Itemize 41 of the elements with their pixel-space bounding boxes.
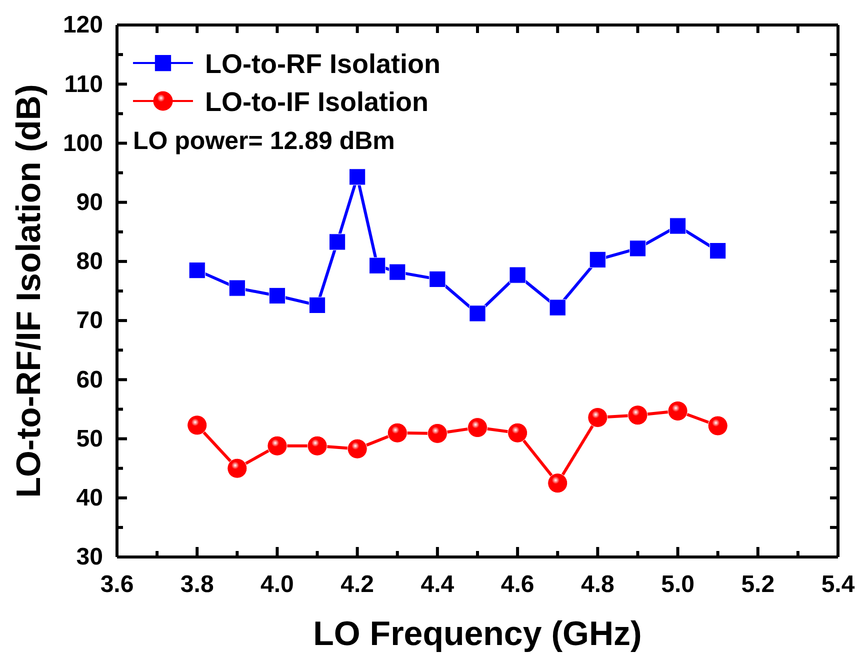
y-tick-label: 80	[76, 248, 103, 276]
point	[669, 218, 686, 234]
point	[469, 305, 486, 322]
x-tick-label: 4.6	[500, 571, 534, 598]
point	[369, 257, 386, 274]
point	[328, 234, 346, 250]
point	[308, 296, 326, 314]
point	[589, 251, 606, 268]
x-tick-label: 4.4	[420, 571, 455, 598]
point	[710, 242, 726, 260]
x-tick-label: 3.8	[180, 571, 214, 598]
point	[188, 262, 206, 279]
point	[228, 280, 246, 296]
x-tick-label: 5.2	[741, 571, 775, 598]
x-tick-label: 4.8	[580, 571, 614, 598]
point	[509, 266, 526, 284]
legend-label: LO-to-IF Isolation	[205, 87, 428, 117]
y-tick-label: 60	[76, 366, 103, 394]
y-tick-label: 50	[76, 425, 103, 452]
legend-label: LO-to-RF Isolation	[205, 49, 440, 79]
y-tick-label: 90	[76, 189, 103, 216]
x-axis-title: LO Frequency (GHz)	[313, 615, 642, 653]
annotation: LO power= 12.89 dBm	[133, 127, 395, 155]
y-tick-label: 70	[76, 307, 103, 334]
x-tick-label: 3.6	[100, 571, 134, 598]
y-tick-label: 110	[64, 70, 103, 98]
y-tick-label: 120	[62, 12, 103, 39]
point	[389, 264, 406, 280]
point	[629, 240, 646, 257]
y-tick-label: 30	[76, 544, 103, 571]
point	[549, 299, 566, 316]
x-tick-label: 5.4	[821, 571, 856, 598]
y-tick-label: 40	[76, 484, 103, 512]
point	[268, 287, 286, 304]
x-tick-label: 4.0	[260, 571, 294, 598]
point	[349, 168, 366, 186]
x-tick-label: 4.2	[340, 571, 374, 598]
point	[429, 270, 446, 288]
x-tick-label: 5.0	[661, 571, 694, 598]
y-tick-label: 100	[62, 130, 103, 157]
y-axis-title: LO-to-RF/IF Isolation (dB)	[10, 84, 48, 498]
